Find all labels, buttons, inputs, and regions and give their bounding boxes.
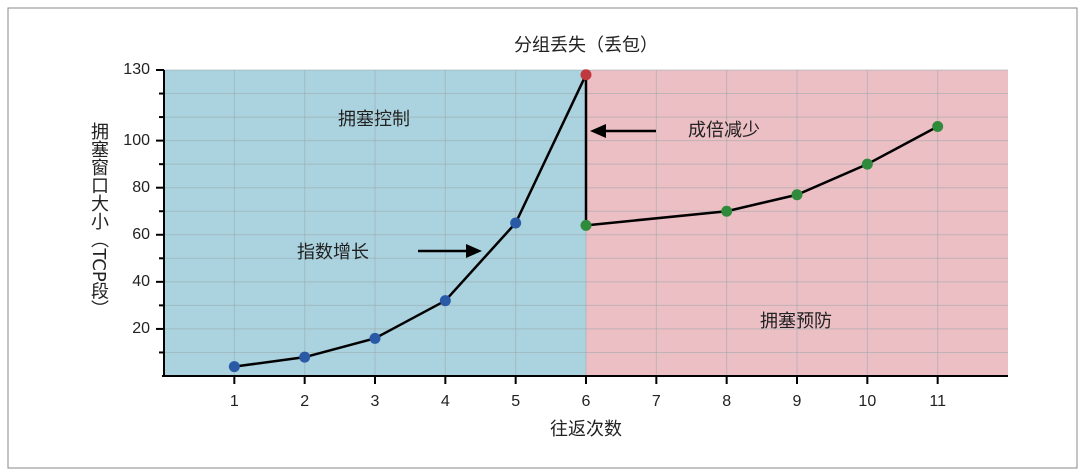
loss-point: [580, 69, 592, 81]
region-label: 拥塞控制: [338, 109, 410, 130]
point: [299, 351, 311, 363]
x-tick-label: 6: [582, 393, 591, 410]
connector: [514, 74, 588, 224]
x-tick-label: 7: [652, 393, 661, 410]
chart-title: 分组丢失（丢包）: [514, 35, 658, 56]
point: [228, 361, 240, 373]
region-label: 拥塞预防: [760, 311, 832, 332]
x-axis-label: 往返次数: [550, 419, 622, 440]
point: [791, 189, 803, 201]
x-tick-label: 4: [441, 393, 450, 410]
y-tick-label: 100: [123, 132, 150, 149]
y-tick-label: 80: [132, 179, 150, 196]
point: [439, 295, 451, 307]
y-tick-label: 20: [132, 320, 150, 337]
annotation: 成倍减少: [688, 120, 760, 141]
x-tick-label: 1: [230, 393, 239, 410]
x-tick-label: 5: [511, 393, 520, 410]
x-tick-label: 8: [722, 393, 731, 410]
point: [369, 332, 381, 344]
point: [932, 120, 944, 132]
arrow-head: [466, 244, 482, 258]
arrow-head: [590, 124, 606, 138]
x-tick-label: 9: [793, 393, 802, 410]
point: [721, 205, 733, 217]
point: [510, 217, 522, 229]
y-tick-label: 130: [123, 61, 150, 78]
x-tick-label: 3: [371, 393, 380, 410]
annotation: 指数增长: [297, 242, 369, 263]
y-tick-label: 40: [132, 273, 150, 290]
x-tick-label: 11: [929, 393, 946, 410]
frame: [7, 7, 1078, 469]
point: [580, 219, 592, 231]
x-tick-label: 10: [858, 393, 876, 410]
x-tick-label: 2: [300, 393, 309, 410]
y-axis-label: 拥塞窗口大小（TCP段）: [88, 122, 109, 318]
y-tick-label: 60: [132, 226, 150, 243]
point: [861, 158, 873, 170]
